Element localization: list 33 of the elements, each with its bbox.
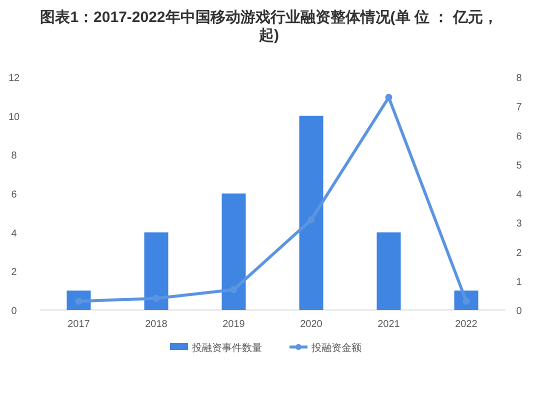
y-tick-label: 8: [11, 150, 18, 162]
y2-tick-label: 1: [516, 276, 522, 288]
x-tick-label: 2021: [378, 319, 400, 330]
x-tick-label: 2020: [300, 319, 323, 330]
legend-label: 投融资事件数量: [191, 342, 262, 354]
y2-tick-label: 4: [516, 190, 522, 200]
point: [308, 216, 315, 224]
point: [385, 94, 392, 101]
y-tick-label: 10: [8, 112, 20, 123]
y2-tick-label: 7: [516, 102, 522, 114]
y-tick-label: 2: [11, 267, 18, 278]
y2-tick-label: 3: [516, 218, 522, 230]
x-tick-label: 2022: [455, 319, 478, 330]
y-tick-label: 12: [8, 73, 20, 84]
y2-tick-label: 6: [516, 131, 522, 142]
title: 图表1：2017-2022年中国移动游戏行业融资整体情况(单 位 ： 亿元，起): [40, 9, 498, 44]
point: [230, 286, 238, 294]
bar: [376, 232, 401, 310]
point: [152, 294, 160, 302]
bar: [144, 232, 168, 310]
y-tick-label: 6: [11, 190, 18, 200]
x-tick-label: 2019: [222, 319, 246, 330]
x-tick-label: 2017: [68, 319, 90, 330]
y-tick-label: 0: [11, 306, 18, 317]
bar: [222, 194, 246, 310]
x-tick-label: 2018: [145, 319, 168, 330]
y2-tick-label: 0: [516, 306, 522, 317]
y2-tick-label: 5: [516, 160, 522, 172]
y2-tick-label: 2: [516, 248, 522, 259]
legend-label: 投融资金额: [310, 342, 362, 354]
y-tick-label: 4: [11, 228, 18, 240]
bar: [299, 116, 324, 310]
y2-tick-label: 8: [516, 73, 522, 84]
